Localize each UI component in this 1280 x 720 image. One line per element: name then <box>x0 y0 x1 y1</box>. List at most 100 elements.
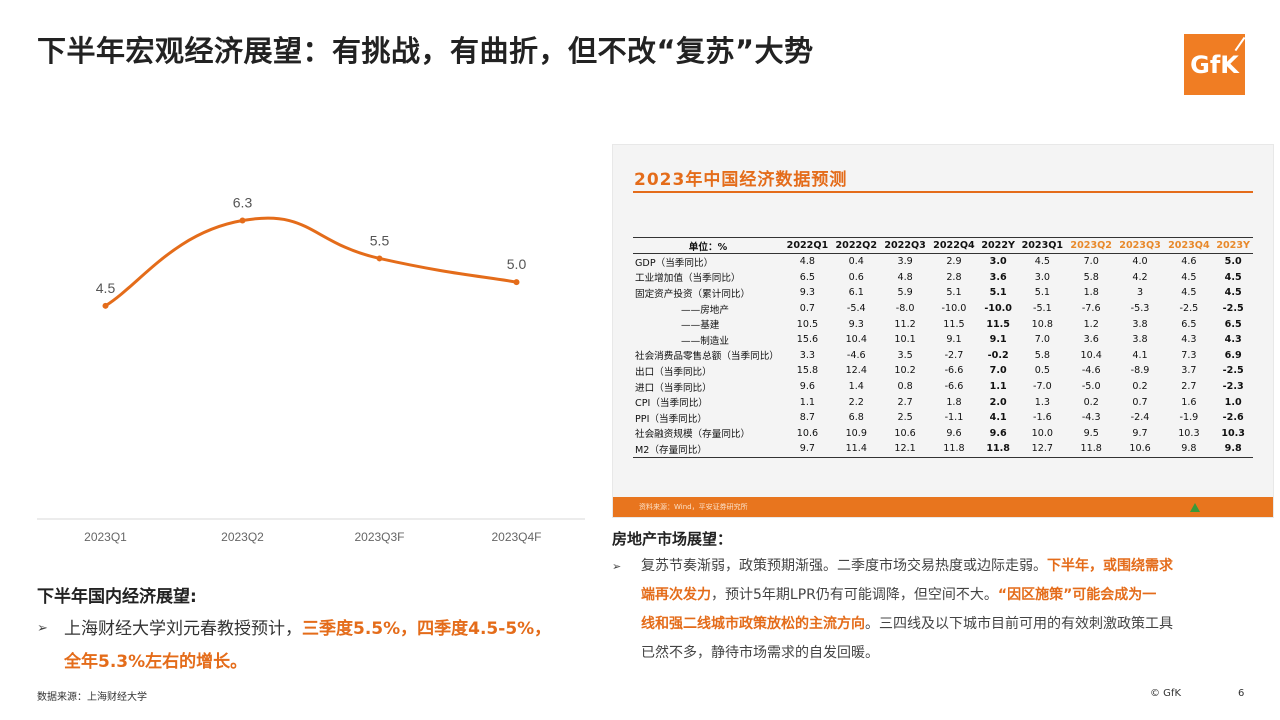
table-cell: -2.5 <box>1179 303 1199 315</box>
table-row-label: M2（存量同比） <box>633 441 783 458</box>
table-cell: 5.8 <box>1034 349 1050 361</box>
table-header-cell: 2023Y <box>1213 237 1253 254</box>
table-cell: 4.3 <box>1224 334 1242 346</box>
table-cell: 4.5 <box>1224 271 1242 283</box>
table-cell: 1.0 <box>1224 396 1242 408</box>
gfk-logo: GfK <box>1184 34 1245 95</box>
left-heading: 下半年国内经济展望: <box>37 587 197 607</box>
forecast-table: 单位：% 2022Q1 2022Q2 2022Q3 2022Q4 2022Y 2023Q1 2… <box>633 237 1253 458</box>
table-cell: 1.4 <box>848 381 864 393</box>
table-cell: -2.5 <box>1222 303 1244 315</box>
left-line-2: 全年5.3%左右的增长。 <box>64 647 247 677</box>
table-row: ——制造业 15.6 10.4 10.1 9.1 9.1 7.0 3.6 3.8 4.3 4.3 <box>633 332 1253 348</box>
table-cell: 3.6 <box>1083 334 1099 346</box>
table-cell: 10.4 <box>845 334 867 346</box>
table-row: 社会消费品零售总额（当季同比） 3.3 -4.6 3.5 -2.7 -0.2 5.8 10.4… <box>633 348 1253 364</box>
table-cell: 2.7 <box>1181 381 1197 393</box>
table-cell: -10.0 <box>984 303 1012 315</box>
table-row-label: ——制造业 <box>681 335 729 347</box>
table-cell: 5.8 <box>1083 271 1099 283</box>
table-cell: 10.1 <box>894 334 916 346</box>
table-row: ——房地产 0.7 -5.4 -8.0 -10.0 -10.0 -5.1 -7.6 -5.3 -2… <box>633 301 1253 317</box>
table-cell: 3.3 <box>799 349 816 361</box>
table-cell: 9.6 <box>989 427 1007 439</box>
table-cell: -5.3 <box>1130 303 1150 315</box>
table-row: GDP（当季同比） 4.8 0.4 3.9 2.9 3.0 4.5 7.0 4.0 4.6 5.0 <box>633 254 1253 270</box>
table-header-cell: 2022Q2 <box>831 237 881 254</box>
table-cell: -1.6 <box>1032 412 1052 424</box>
table-cell: 7.0 <box>1083 256 1099 268</box>
right-line-4-plain: 已然不多，静待市场需求的自发回暖。 <box>641 645 879 661</box>
table-header-cell: 2022Q1 <box>783 237 832 254</box>
x-tick-label: 2023Q1 <box>84 530 127 544</box>
data-point <box>239 217 246 224</box>
right-line-2-highlight-2: “因区施策”可能会成为一 <box>997 587 1157 603</box>
table-cell: 5.1 <box>989 287 1007 299</box>
table-cell: -1.1 <box>944 412 964 424</box>
table-cell: 6.5 <box>1224 318 1242 330</box>
page-title: 下半年宏观经济展望：有挑战，有曲折，但不改“复苏”大势 <box>37 34 814 68</box>
table-source-bar: 资料来源：Wind，平安证券研究所 <box>613 497 1273 517</box>
table-cell: -2.5 <box>1222 365 1244 377</box>
data-label: 4.5 <box>96 280 116 296</box>
table-cell: 1.3 <box>1034 396 1050 408</box>
table-cell: 12.7 <box>1017 441 1067 458</box>
table-cell: 11.2 <box>894 318 916 330</box>
table-cell: -10.0 <box>941 303 967 315</box>
table-header-cell: 2023Q3 <box>1115 237 1165 254</box>
table-cell: 3.8 <box>1132 318 1148 330</box>
table-cell: 11.5 <box>943 318 965 330</box>
table-cell: 11.8 <box>929 441 979 458</box>
table-cell: -5.0 <box>1081 381 1101 393</box>
table-cell: 3.8 <box>1132 334 1148 346</box>
table-cell: -4.3 <box>1081 412 1101 424</box>
table-cell: 6.8 <box>848 412 864 424</box>
table-cell: 6.1 <box>848 287 864 299</box>
table-row-label: ——房地产 <box>681 304 729 316</box>
bullet-arrow-icon: ➢ <box>37 621 48 636</box>
table-cell: 10.5 <box>796 318 819 330</box>
table-cell: 11.8 <box>1066 441 1116 458</box>
table-cell: 0.2 <box>1083 396 1099 408</box>
table-cell: 2.2 <box>848 396 864 408</box>
table-cell: -4.6 <box>846 349 866 361</box>
bullet-arrow-icon: ➢ <box>612 560 622 573</box>
table-row-label: 社会消费品零售总额（当季同比） <box>635 351 779 363</box>
data-label: 6.3 <box>233 195 253 211</box>
gdp-line-chart: 4.5 2023Q1 6.3 2023Q2 5.5 2023Q3F 5.0 2023Q4F <box>37 195 585 544</box>
table-cell: 8.7 <box>799 412 816 424</box>
table-cell: 4.3 <box>1181 334 1197 346</box>
table-cell: -7.6 <box>1081 303 1101 315</box>
table-cell: 10.6 <box>1115 441 1165 458</box>
table-cell: 3.0 <box>1034 271 1050 283</box>
table-cell: 0.8 <box>897 381 913 393</box>
table-cell: 9.3 <box>799 287 816 299</box>
table-cell: 9.1 <box>946 334 962 346</box>
table-cell: 9.1 <box>989 334 1007 346</box>
table-cell: 0.7 <box>799 303 816 315</box>
page-number: 6 <box>1238 688 1245 699</box>
table-cell: 5.9 <box>897 287 913 299</box>
logo-slash <box>1234 36 1245 52</box>
table-cell: 2.9 <box>946 256 962 268</box>
right-line-4: 已然不多，静待市场需求的自发回暖。 <box>641 639 879 668</box>
table-cell: 7.0 <box>1034 334 1050 346</box>
table-cell: 4.2 <box>1132 271 1148 283</box>
table-cell: -8.9 <box>1130 365 1150 377</box>
table-header-row: 单位：% 2022Q1 2022Q2 2022Q3 2022Q4 2022Y 2023Q1 2… <box>633 237 1253 254</box>
table-row-label: CPI（当季同比） <box>635 398 708 410</box>
right-line-2-highlight: 端再次发力 <box>641 587 711 603</box>
table-cell: 4.5 <box>1034 256 1050 268</box>
table-row: 工业增加值（当季同比） 6.5 0.6 4.8 2.8 3.6 3.0 5.8 4.2 4.5 4.… <box>633 270 1253 286</box>
table-cell: -6.6 <box>944 365 964 377</box>
table-row: 社会融资规模（存量同比） 10.6 10.9 10.6 9.6 9.6 10.0 9.5 9.7… <box>633 426 1253 442</box>
table-cell: 1.2 <box>1083 318 1099 330</box>
table-cell: 3.6 <box>989 271 1007 283</box>
table-header-cell: 2023Q1 <box>1017 237 1067 254</box>
forecast-table-image: 2023年中国经济数据预测 单位：% 2022Q1 2022Q2 2022Q3 2022… <box>612 144 1274 518</box>
table-row: 固定资产投资（累计同比） 9.3 6.1 5.9 5.1 5.1 5.1 1.8 3 4.5 4.5 <box>633 285 1253 301</box>
table-header-cell: 2022Q3 <box>880 237 930 254</box>
table-cell: 10.0 <box>1031 427 1054 439</box>
table-cell: 10.3 <box>1221 427 1245 439</box>
table-row-label: 固定资产投资（累计同比） <box>635 288 751 300</box>
